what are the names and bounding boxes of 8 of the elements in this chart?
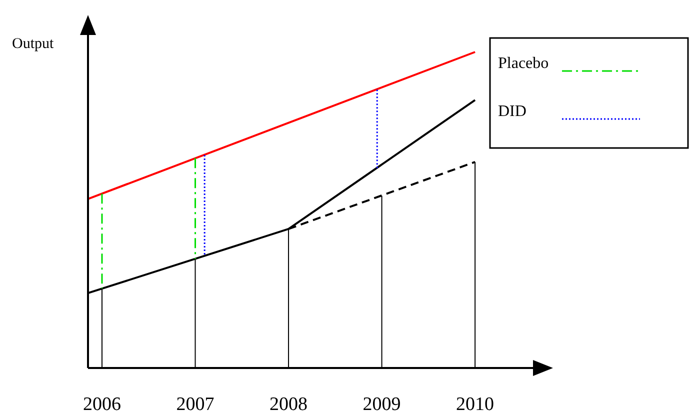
x-tick-label: 2009 xyxy=(362,394,401,414)
legend-label: DID xyxy=(498,103,526,120)
y-axis-title: Output xyxy=(12,36,54,52)
x-tick-label: 2008 xyxy=(270,394,308,414)
x-tick-label: 2006 xyxy=(82,394,121,414)
x-tick-label: 2010 xyxy=(456,394,494,414)
x-tick-label: 2007 xyxy=(176,394,214,414)
legend-label: Placebo xyxy=(498,55,549,72)
